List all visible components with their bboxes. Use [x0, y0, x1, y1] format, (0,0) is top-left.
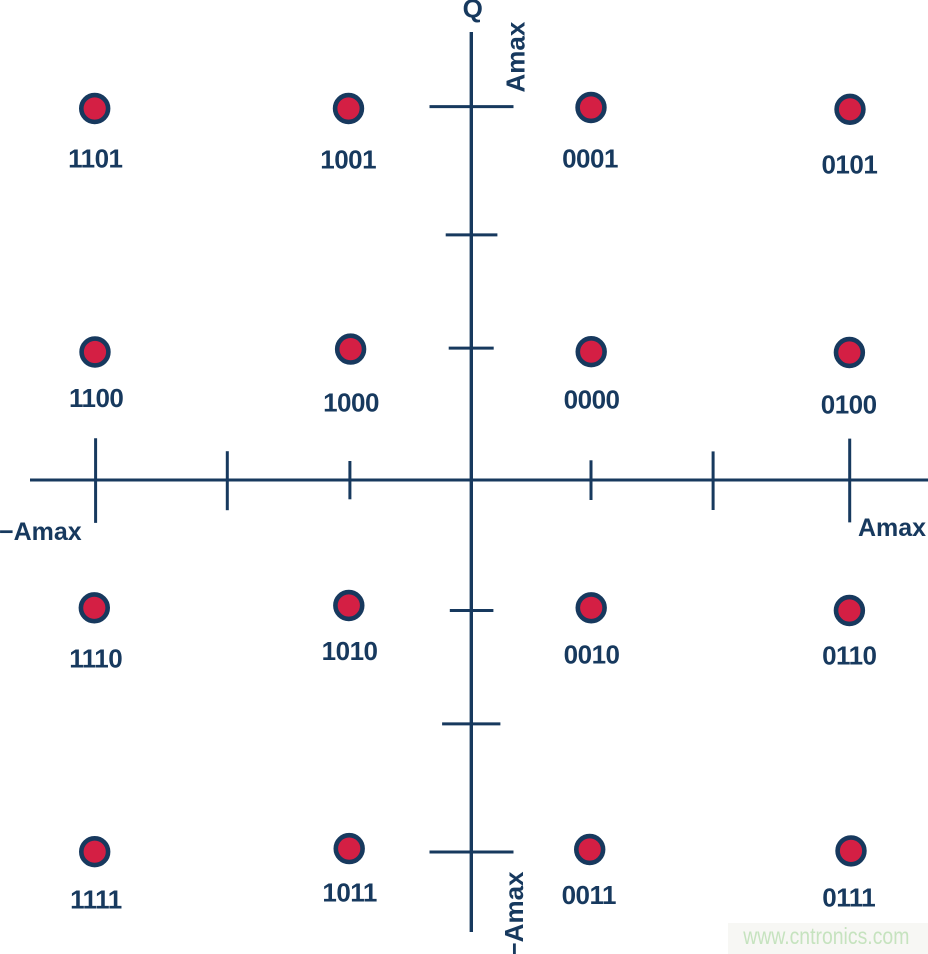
- svg-text:Amax: Amax: [501, 21, 531, 92]
- svg-text:0011: 0011: [562, 880, 616, 910]
- svg-text:1100: 1100: [69, 383, 123, 413]
- svg-text:1110: 1110: [69, 644, 122, 674]
- svg-text:1000: 1000: [323, 387, 379, 417]
- svg-text:0111: 0111: [822, 883, 875, 913]
- svg-text:1010: 1010: [322, 636, 378, 666]
- svg-text:Q: Q: [463, 0, 483, 24]
- svg-text:1011: 1011: [322, 878, 376, 908]
- svg-text:1111: 1111: [70, 885, 122, 915]
- svg-text:www.cntronics.com: www.cntronics.com: [742, 925, 909, 950]
- svg-text:Amax: Amax: [858, 514, 926, 542]
- svg-text:0000: 0000: [564, 384, 620, 414]
- svg-text:0101: 0101: [821, 150, 877, 180]
- svg-text:0100: 0100: [821, 390, 877, 420]
- svg-text:0010: 0010: [564, 639, 620, 669]
- svg-text:0110: 0110: [822, 640, 876, 670]
- svg-text:1101: 1101: [68, 144, 122, 174]
- svg-text:−Amax: −Amax: [0, 518, 82, 546]
- svg-text:0001: 0001: [562, 143, 618, 173]
- svg-text:−Amax: −Amax: [499, 871, 529, 954]
- svg-text:1001: 1001: [320, 144, 376, 174]
